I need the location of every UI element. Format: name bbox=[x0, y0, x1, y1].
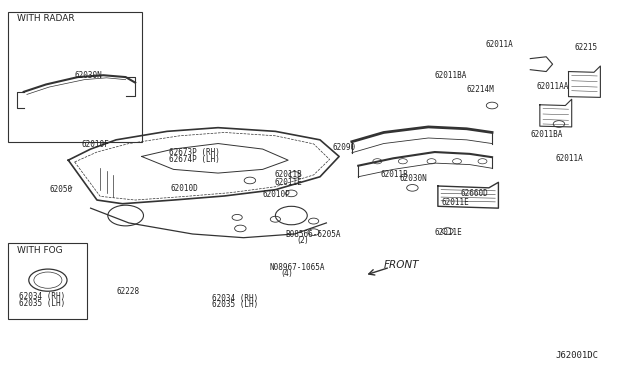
Text: (2): (2) bbox=[298, 236, 308, 245]
Text: WITH RADAR: WITH RADAR bbox=[17, 13, 75, 22]
Text: 62011BA: 62011BA bbox=[435, 71, 467, 80]
Text: 62035 (LH): 62035 (LH) bbox=[19, 299, 65, 308]
Text: 62034 (RH): 62034 (RH) bbox=[19, 292, 65, 301]
Text: 62215: 62215 bbox=[575, 43, 598, 52]
Text: 62228: 62228 bbox=[116, 287, 140, 296]
Text: B08566-6205A: B08566-6205A bbox=[285, 230, 340, 239]
FancyBboxPatch shape bbox=[8, 243, 88, 319]
Text: 62010F: 62010F bbox=[81, 140, 109, 149]
Text: 62011E: 62011E bbox=[435, 228, 463, 237]
Text: 62011A: 62011A bbox=[556, 154, 584, 163]
Text: 62011E: 62011E bbox=[274, 178, 302, 187]
Text: 62011AA: 62011AA bbox=[537, 82, 569, 91]
FancyBboxPatch shape bbox=[8, 13, 141, 142]
Text: N08967-1065A: N08967-1065A bbox=[269, 263, 324, 272]
Text: 62030N: 62030N bbox=[399, 174, 428, 183]
Text: 62090: 62090 bbox=[333, 143, 356, 152]
Text: WITH FOG: WITH FOG bbox=[17, 246, 63, 255]
Text: 62034 (RH): 62034 (RH) bbox=[212, 294, 258, 303]
Text: 62214M: 62214M bbox=[467, 85, 494, 94]
Text: 62011B: 62011B bbox=[381, 170, 408, 179]
Text: FRONT: FRONT bbox=[384, 260, 419, 270]
Text: 62011A: 62011A bbox=[486, 41, 513, 49]
Text: (4): (4) bbox=[282, 269, 292, 278]
Text: 62011BA: 62011BA bbox=[531, 130, 563, 139]
Text: 62035 (LH): 62035 (LH) bbox=[212, 300, 258, 310]
Text: 62011B: 62011B bbox=[274, 170, 302, 179]
Text: 62673P (RH): 62673P (RH) bbox=[169, 148, 220, 157]
Text: 62674P (LH): 62674P (LH) bbox=[169, 154, 220, 164]
Text: 62010D: 62010D bbox=[170, 185, 198, 193]
Text: J62001DC: J62001DC bbox=[556, 351, 599, 360]
Text: 62011E: 62011E bbox=[441, 198, 469, 207]
Text: 62010P: 62010P bbox=[262, 190, 291, 199]
Text: 62660D: 62660D bbox=[460, 189, 488, 198]
Text: 62030N: 62030N bbox=[75, 71, 102, 80]
Text: 62050: 62050 bbox=[49, 185, 72, 194]
